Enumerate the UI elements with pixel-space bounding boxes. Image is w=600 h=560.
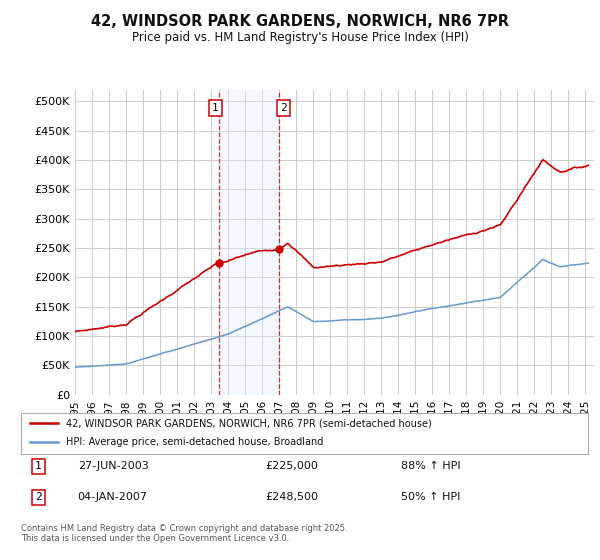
Text: 27-JUN-2003: 27-JUN-2003: [78, 461, 148, 472]
Text: 50% ↑ HPI: 50% ↑ HPI: [401, 492, 460, 502]
Text: 2: 2: [280, 104, 287, 113]
Text: 2: 2: [35, 492, 42, 502]
Text: Price paid vs. HM Land Registry's House Price Index (HPI): Price paid vs. HM Land Registry's House …: [131, 31, 469, 44]
Text: Contains HM Land Registry data © Crown copyright and database right 2025.
This d: Contains HM Land Registry data © Crown c…: [21, 524, 347, 543]
Text: 1: 1: [35, 461, 42, 472]
Text: 42, WINDSOR PARK GARDENS, NORWICH, NR6 7PR (semi-detached house): 42, WINDSOR PARK GARDENS, NORWICH, NR6 7…: [67, 418, 432, 428]
Text: 04-JAN-2007: 04-JAN-2007: [78, 492, 148, 502]
Bar: [220, 90, 280, 395]
Text: HPI: Average price, semi-detached house, Broadland: HPI: Average price, semi-detached house,…: [67, 437, 324, 447]
Text: 88% ↑ HPI: 88% ↑ HPI: [401, 461, 461, 472]
Text: £225,000: £225,000: [265, 461, 317, 472]
Text: 42, WINDSOR PARK GARDENS, NORWICH, NR6 7PR: 42, WINDSOR PARK GARDENS, NORWICH, NR6 7…: [91, 14, 509, 29]
Text: £248,500: £248,500: [265, 492, 318, 502]
Text: 1: 1: [212, 104, 218, 113]
